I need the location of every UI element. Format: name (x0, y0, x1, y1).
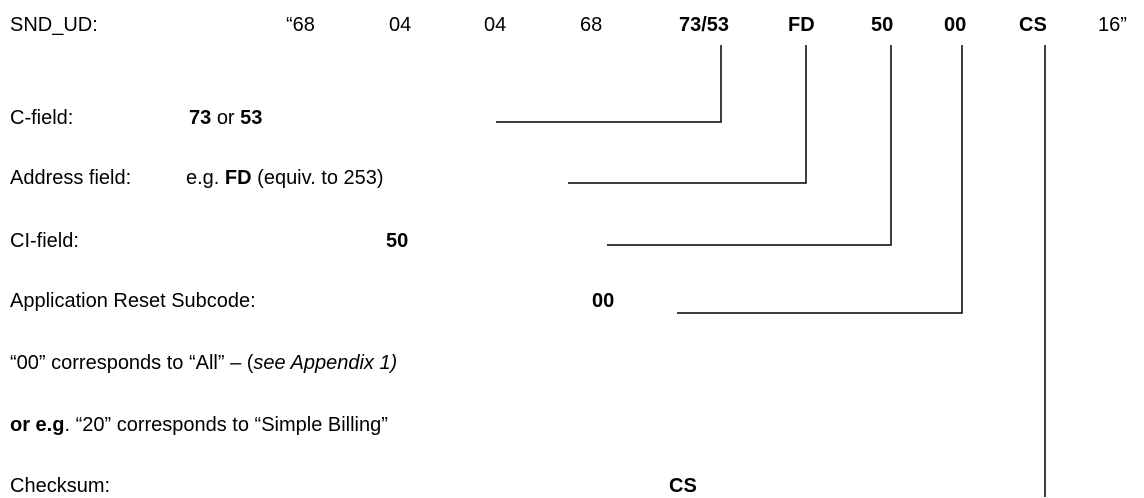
c-field-values: 73 or 53 (189, 106, 262, 130)
frame-byte-ci-field: 50 (871, 14, 894, 36)
address-field-fd: FD (224, 167, 252, 189)
address-field-note: (equiv. to 253) (257, 167, 384, 189)
note-all: “00” corresponds to “All” – (see Appendi… (10, 351, 397, 375)
ci-field-label: CI-field: (10, 230, 79, 252)
connector-address-field (568, 45, 807, 184)
ci-field-value: 50 (386, 230, 409, 252)
note-simple-lead: or e.g (10, 414, 65, 436)
frame-byte-start: “68 (286, 14, 315, 36)
frame-byte-subcode: 00 (944, 14, 967, 36)
checksum-value: CS (669, 475, 697, 497)
c-field-value-53: 53 (240, 107, 263, 129)
checksum-label: Checksum: (10, 475, 111, 497)
frame-byte-checksum: CS (1019, 14, 1047, 36)
frame-byte-c-field: 73/53 (679, 14, 730, 36)
frame-byte-start2: 68 (580, 14, 603, 36)
c-field-label: C-field: (10, 107, 74, 129)
address-field-label: Address field: (10, 167, 132, 189)
address-field-prefix: e.g. (186, 167, 220, 189)
frame-label: SND_UD: (10, 14, 98, 36)
address-field-value: e.g. FD (equiv. to 253) (186, 166, 384, 190)
note-simple-rest: . “20” corresponds to “Simple Billing” (64, 414, 388, 436)
connector-c-field (496, 45, 722, 123)
reset-subcode-value: 00 (592, 290, 615, 312)
frame-byte-address: FD (788, 14, 815, 36)
c-field-or: or (216, 107, 235, 129)
frame-byte-length1: 04 (389, 14, 412, 36)
c-field-value-73: 73 (189, 107, 212, 129)
reset-subcode-label: Application Reset Subcode: (10, 290, 256, 312)
note-all-text: “00” corresponds to “All” – ( (10, 352, 254, 374)
frame-byte-length2: 04 (484, 14, 507, 36)
connector-ci-field (607, 45, 892, 246)
note-simple-billing: or e.g. “20” corresponds to “Simple Bill… (10, 413, 388, 437)
note-all-appendix: see Appendix 1) (253, 352, 398, 374)
frame-byte-stop: 16” (1098, 14, 1127, 36)
connector-reset-subcode (677, 45, 963, 314)
